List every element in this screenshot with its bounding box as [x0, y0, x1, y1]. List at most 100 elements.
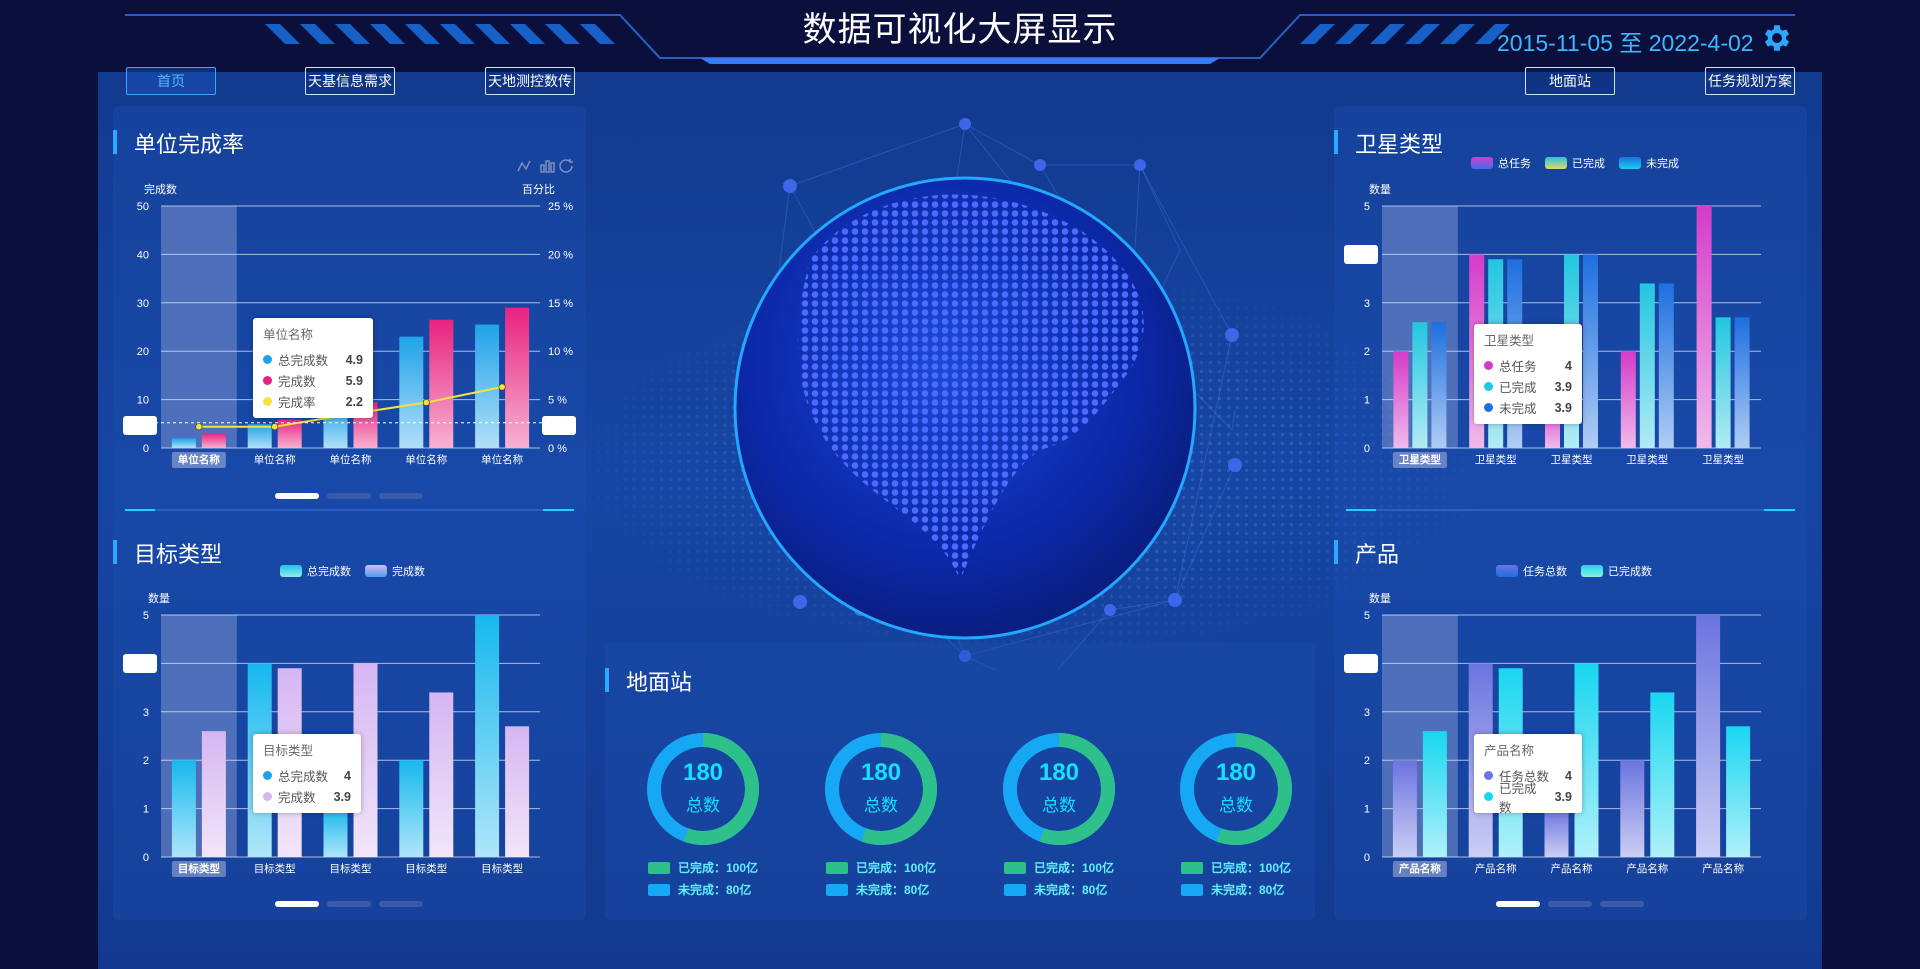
x-tick-label: 卫星类型 [1626, 453, 1668, 466]
chart-bar[interactable] [399, 336, 424, 448]
chart-bar[interactable] [201, 731, 226, 857]
chart-bar[interactable] [247, 424, 272, 448]
tooltip-value: 4 [344, 768, 351, 783]
scroll-handle[interactable] [1344, 245, 1378, 264]
scroll-handle[interactable] [123, 654, 157, 673]
line-chart-icon[interactable] [517, 160, 531, 172]
chart-bar[interactable] [1412, 322, 1428, 448]
nav-mission-plan[interactable]: 任务规划方案 [1705, 67, 1795, 95]
chart-bar[interactable] [1620, 351, 1636, 448]
date-range[interactable]: 2015-11-05 至 2022-4-02 [1497, 30, 1754, 56]
chart-bar[interactable] [323, 808, 348, 857]
scroll-handle[interactable] [1344, 654, 1378, 673]
tooltip-row: 总完成数 4 [263, 765, 351, 786]
y-axis-label: 数量 [148, 593, 170, 605]
nav-home[interactable]: 首页 [126, 67, 216, 95]
tooltip-series-name: 完成数 [278, 791, 316, 805]
line-point[interactable] [422, 399, 430, 407]
station-donut[interactable]: 180 总数 已完成：100亿 未完成：80亿 [643, 729, 773, 909]
chart-bar[interactable] [171, 438, 196, 448]
chart-bar[interactable] [505, 307, 530, 448]
station-donut[interactable]: 180 总数 已完成：100亿 未完成：80亿 [821, 729, 951, 909]
carousel-dot[interactable] [327, 493, 371, 499]
panel-divider [125, 509, 574, 511]
gear-icon[interactable] [1760, 21, 1794, 55]
bar-chart-icon[interactable] [540, 160, 555, 173]
chart-bar[interactable] [429, 319, 454, 448]
legend-item[interactable]: 总任务 [1471, 155, 1531, 171]
legend-label: 未完成：80亿 [1034, 883, 1108, 897]
panel-unit-rate: 单位完成率 完成数 百分比 0 10 20 30 40 50 0 % 5 % 10 % 15 % 2… [113, 106, 586, 518]
station-donut[interactable]: 180 总数 已完成：100亿 未完成：80亿 [1176, 729, 1306, 909]
chart-bar[interactable] [1620, 760, 1645, 857]
legend-item[interactable]: 总完成数 [280, 563, 351, 579]
chart-bar[interactable] [1544, 808, 1569, 857]
chart-bar[interactable] [475, 324, 500, 448]
chart-bar[interactable] [1696, 206, 1712, 448]
chart-bar[interactable] [1639, 283, 1655, 448]
y-axis-label: 数量 [1369, 184, 1391, 196]
y-tick-label: 2 [143, 755, 149, 767]
legend-item[interactable]: 完成数 [365, 563, 425, 579]
legend-item[interactable]: 已完成 [1545, 155, 1605, 171]
line-point[interactable] [195, 423, 203, 431]
active-label-bg [171, 861, 226, 877]
chart-bar[interactable] [399, 760, 424, 857]
chart-bar[interactable] [1431, 322, 1447, 448]
chart-bar[interactable] [1734, 317, 1750, 448]
carousel-dot-active[interactable] [275, 901, 319, 907]
chart-bar[interactable] [201, 433, 226, 448]
y-tick-label: 0 [1364, 443, 1370, 455]
scroll-right-handle[interactable] [542, 416, 576, 435]
legend-label: 已完成：100亿 [856, 861, 937, 875]
chart-bar[interactable] [475, 615, 500, 857]
chart-bar[interactable] [1392, 760, 1417, 857]
y-right-tick-label: 0 % [548, 443, 567, 455]
legend-item[interactable]: 未完成 [1619, 155, 1679, 171]
legend-label: 完成数 [392, 566, 425, 578]
chart-bar[interactable] [505, 726, 530, 857]
chart-bar[interactable] [1696, 615, 1721, 857]
chart-bar[interactable] [429, 692, 454, 857]
y-tick-label: 3 [1364, 707, 1370, 719]
nav-ground-telemetry[interactable]: 天地测控数传 [485, 67, 575, 95]
tooltip-series-name: 总任务 [1499, 360, 1537, 374]
header-frame [125, 14, 1795, 64]
chart-bar[interactable] [1658, 283, 1674, 448]
panel-title: 地面站 [626, 670, 693, 695]
chart-bar[interactable] [1715, 317, 1731, 448]
donut-number: 180 [1215, 759, 1257, 786]
y-right-tick-label: 25 % [548, 201, 573, 213]
chart-bar[interactable] [171, 760, 196, 857]
line-point[interactable] [498, 383, 506, 391]
tooltip-row: 总任务 4 [1484, 355, 1572, 376]
legend-item[interactable]: 已完成数 [1581, 563, 1652, 579]
station-donut[interactable]: 180 总数 已完成：100亿 未完成：80亿 [999, 729, 1129, 909]
legend-undone: 未完成：80亿 [826, 881, 929, 898]
legend-item[interactable]: 任务总数 [1496, 563, 1567, 579]
refresh-icon[interactable] [559, 159, 573, 173]
nav-space-info[interactable]: 天基信息需求 [305, 67, 395, 95]
legend-swatch [365, 565, 387, 577]
series-dot [1484, 403, 1493, 412]
legend-swatch [648, 883, 670, 896]
carousel-dot[interactable] [327, 901, 371, 907]
panel-title-marker [605, 668, 609, 692]
carousel-dot-active[interactable] [275, 493, 319, 499]
nav-ground-station[interactable]: 地面站 [1525, 67, 1615, 95]
carousel-dot[interactable] [379, 901, 423, 907]
carousel-dot[interactable] [1548, 901, 1592, 907]
x-tick-label: 产品名称 [1702, 862, 1744, 875]
chart-bar[interactable] [1583, 254, 1598, 448]
donut-label: 总数 [1219, 796, 1253, 815]
chart-bar[interactable] [1393, 351, 1409, 448]
chart-bar[interactable] [1726, 726, 1751, 857]
chart-bar[interactable] [1422, 731, 1447, 857]
carousel-dot-active[interactable] [1496, 901, 1540, 907]
carousel-dot[interactable] [1600, 901, 1644, 907]
carousel-dot[interactable] [379, 493, 423, 499]
chart-bar[interactable] [1650, 692, 1675, 857]
donut-done-arc [1003, 733, 1115, 845]
line-point[interactable] [271, 423, 279, 431]
scroll-left-handle[interactable] [123, 416, 157, 435]
